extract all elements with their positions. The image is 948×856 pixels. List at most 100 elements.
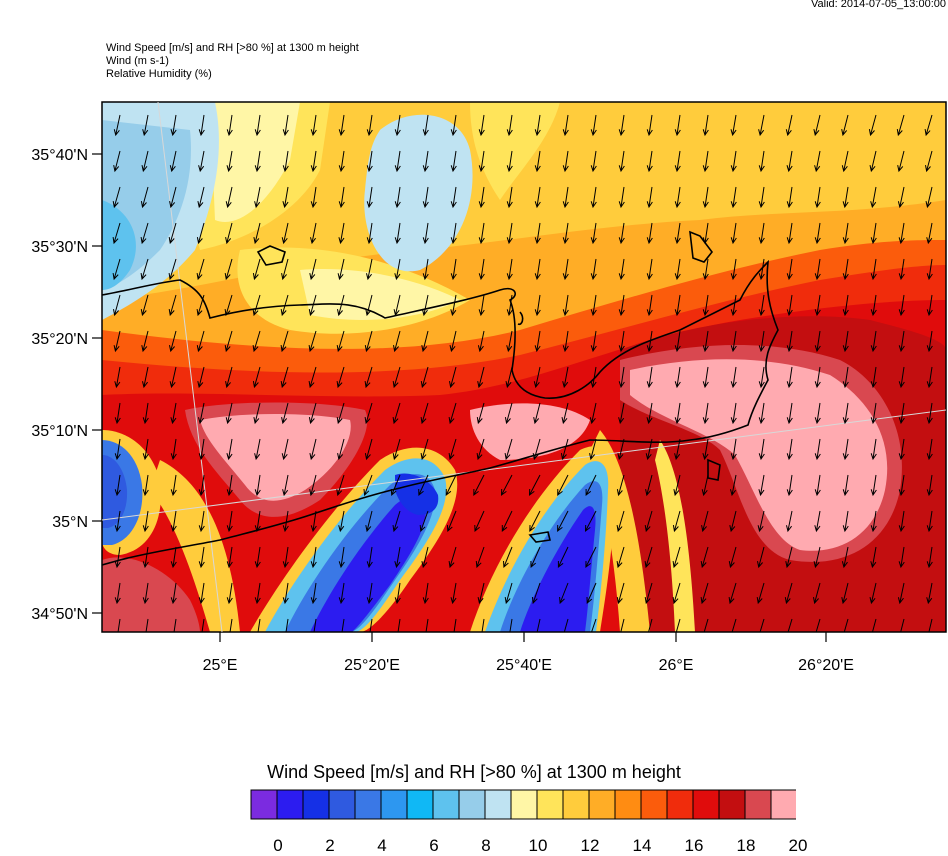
- wind-arrow: [646, 294, 653, 317]
- wind-arrow: [562, 330, 569, 353]
- legend-title: Wind Speed [m/s] and RH [>80 %] at 1300 …: [267, 762, 681, 782]
- wind-arrow: [814, 186, 821, 209]
- wind-arrow: [280, 294, 289, 317]
- wind-arrow: [140, 222, 149, 245]
- wind-arrow: [925, 150, 933, 173]
- wind-arrow: [814, 510, 821, 533]
- wind-arrow: [758, 114, 765, 137]
- legend-label: 12: [580, 836, 600, 855]
- wind-arrow: [842, 186, 849, 209]
- wind-arrow: [254, 546, 261, 569]
- wind-arrow: [618, 330, 625, 353]
- wind-arrow: [702, 366, 709, 389]
- wind-arrow: [421, 294, 429, 317]
- wind-arrow: [170, 474, 177, 497]
- wind-arrow: [896, 114, 905, 137]
- wind-arrow: [313, 618, 317, 632]
- legend-swatch: [744, 789, 772, 820]
- wind-arrow: [842, 258, 849, 281]
- wind-arrow: [504, 402, 513, 425]
- wind-arrow: [169, 366, 177, 389]
- wind-arrow: [562, 294, 569, 317]
- legend-swatch: [276, 789, 304, 820]
- wind-arrow: [369, 618, 373, 632]
- wind-arrow: [785, 114, 793, 137]
- wind-arrow: [254, 114, 261, 137]
- wind-arrow: [870, 402, 877, 425]
- legend-label: 14: [632, 836, 652, 855]
- wind-arrow: [674, 150, 681, 173]
- wind-arrow: [338, 582, 345, 605]
- wind-arrow: [450, 222, 457, 245]
- wind-arrow: [618, 366, 625, 389]
- wind-arrow: [420, 402, 429, 425]
- wind-arrow: [646, 114, 653, 137]
- wind-arrow: [645, 474, 653, 497]
- wind-arrow: [365, 510, 373, 533]
- wind-arrow: [870, 510, 877, 533]
- wind-arrow: [898, 438, 905, 461]
- wind-arrow: [419, 510, 429, 533]
- wind-arrow: [394, 258, 401, 281]
- wind-arrow: [506, 186, 513, 209]
- wind-arrow: [478, 258, 485, 281]
- wind-arrow: [730, 402, 737, 425]
- wind-arrow: [926, 294, 933, 317]
- wind-arrow: [701, 474, 709, 497]
- wind-arrow: [392, 366, 401, 389]
- wind-arrow: [254, 150, 261, 173]
- wind-arrow: [842, 438, 849, 461]
- wind-arrow: [478, 186, 485, 209]
- wind-arrow: [170, 510, 177, 533]
- wind-arrow: [225, 222, 233, 245]
- wind-arrow: [397, 618, 401, 632]
- wind-arrow: [926, 438, 933, 461]
- wind-arrow: [786, 258, 793, 281]
- wind-arrow: [702, 438, 709, 461]
- wind-arrow: [590, 294, 597, 317]
- wind-arrow: [117, 618, 121, 632]
- wind-arrow: [366, 222, 373, 245]
- wind-arrow: [926, 330, 933, 353]
- wind-arrow: [758, 330, 765, 353]
- wind-arrow: [280, 330, 289, 353]
- wind-arrow: [501, 510, 513, 533]
- wind-arrow: [336, 402, 345, 425]
- wind-arrow: [450, 582, 457, 605]
- wind-arrow: [702, 114, 709, 137]
- legend-swatch: [770, 789, 796, 820]
- wind-arrow: [674, 114, 681, 137]
- legend-label: 10: [528, 836, 548, 855]
- wind-arrow: [481, 618, 485, 632]
- wind-arrow: [500, 474, 513, 497]
- wind-arrow: [590, 150, 597, 173]
- wind-arrow: [254, 438, 261, 461]
- wind-arrow: [702, 222, 709, 245]
- wind-arrow: [813, 582, 821, 605]
- wind-arrow: [730, 330, 737, 353]
- wind-arrow: [534, 258, 541, 281]
- wind-arrow: [898, 510, 905, 533]
- wind-arrow: [141, 150, 149, 173]
- wind-arrow: [534, 222, 541, 245]
- wind-arrow: [870, 258, 877, 281]
- wind-arrow: [142, 402, 149, 425]
- wind-arrow: [114, 546, 121, 569]
- legend-label: 20: [788, 836, 808, 855]
- wind-arrow: [310, 150, 317, 173]
- legend-swatch: [692, 789, 720, 820]
- wind-arrow: [674, 294, 681, 317]
- wind-arrow: [674, 438, 681, 461]
- wind-arrow: [924, 114, 933, 137]
- wind-arrow: [672, 546, 681, 569]
- wind-arrow: [421, 546, 429, 569]
- wind-arrow: [842, 222, 849, 245]
- wind-arrow: [198, 402, 205, 425]
- wind-arrow: [759, 618, 765, 632]
- wind-arrow: [702, 150, 709, 173]
- legend-label: 4: [377, 836, 387, 855]
- wind-arrow: [841, 582, 849, 605]
- wind-arrow: [644, 510, 653, 533]
- wind-arrow: [168, 294, 177, 317]
- legend-swatch: [562, 789, 590, 820]
